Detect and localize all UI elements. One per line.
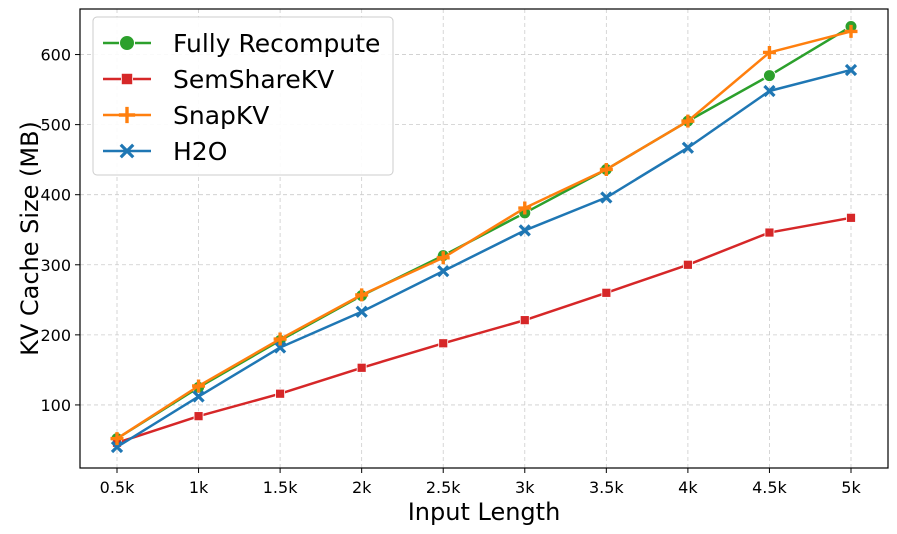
series-line [116,216,852,444]
data-point [681,141,695,154]
data-point [119,35,135,51]
data-point [119,143,135,159]
x-tick-label: 3k [515,478,535,497]
x-tick-label: 1.5k [263,478,298,497]
data-point [518,224,531,237]
data-point [682,259,693,270]
x-tick-label: 5k [841,478,861,497]
data-point [762,45,776,59]
x-tick-label: 3.5k [589,478,624,497]
data-point [120,72,134,86]
y-tick-label: 100 [40,396,71,415]
series-layer [110,20,858,454]
data-point [519,315,530,326]
data-point [844,24,858,38]
y-tick-label: 500 [40,116,71,135]
x-tick-label: 4k [678,478,698,497]
data-point [193,411,204,422]
legend-label: SemShareKV [173,65,334,94]
data-point [192,390,205,403]
series-line [116,68,852,449]
x-tick-label: 2k [352,478,372,497]
data-point [275,388,286,399]
y-axis: 100 200 300 400 500 600 [40,46,80,415]
series-h2o [110,63,858,454]
legend-item: Fully Recompute [103,29,380,58]
data-point [437,264,450,278]
data-point [762,69,776,83]
series-line [116,30,852,440]
data-point [110,432,124,446]
legend-item: H2O [103,137,227,166]
data-point [601,287,612,298]
data-point [273,332,287,346]
data-point [600,191,613,204]
y-tick-label: 200 [40,326,71,345]
legend-item: SemShareKV [103,65,334,94]
y-tick-label: 400 [40,186,71,205]
data-point [846,212,856,223]
legend-item: SnapKV [103,101,269,130]
data-point [356,362,367,373]
y-tick-label: 300 [40,256,71,275]
data-point [192,379,206,393]
legend: Fully Recompute SemShareKV SnapKV H2O [92,16,394,176]
x-tick-label: 2.5k [426,478,461,497]
y-axis-title: KV Cache Size (MB) [16,121,44,356]
x-axis-title: Input Length [408,498,561,526]
series-snapkv [110,24,858,446]
x-tick-label: 1k [189,478,209,497]
data-point [273,341,287,354]
legend-label: H2O [173,137,227,166]
data-point [355,305,368,318]
data-point [763,84,776,98]
data-point [355,288,369,302]
data-point [518,201,532,215]
data-point [436,251,450,265]
data-point [681,114,695,128]
x-axis: 0.5k 1k 1.5k 2k 2.5k 3k 3.5k 4k 4.5k 5k [100,468,861,497]
data-point [438,338,449,349]
legend-box [92,16,394,176]
y-tick-label: 600 [40,46,71,65]
x-tick-label: 4.5k [752,478,787,497]
data-point [844,63,858,77]
x-tick-label: 0.5k [100,478,135,497]
series-semsharekv [112,212,856,448]
data-point [118,106,136,124]
data-point [110,440,124,454]
plot-frame [79,8,889,469]
legend-label: SnapKV [173,101,269,130]
legend-label: Fully Recompute [173,29,380,58]
data-point [599,162,613,176]
data-point [764,227,775,238]
